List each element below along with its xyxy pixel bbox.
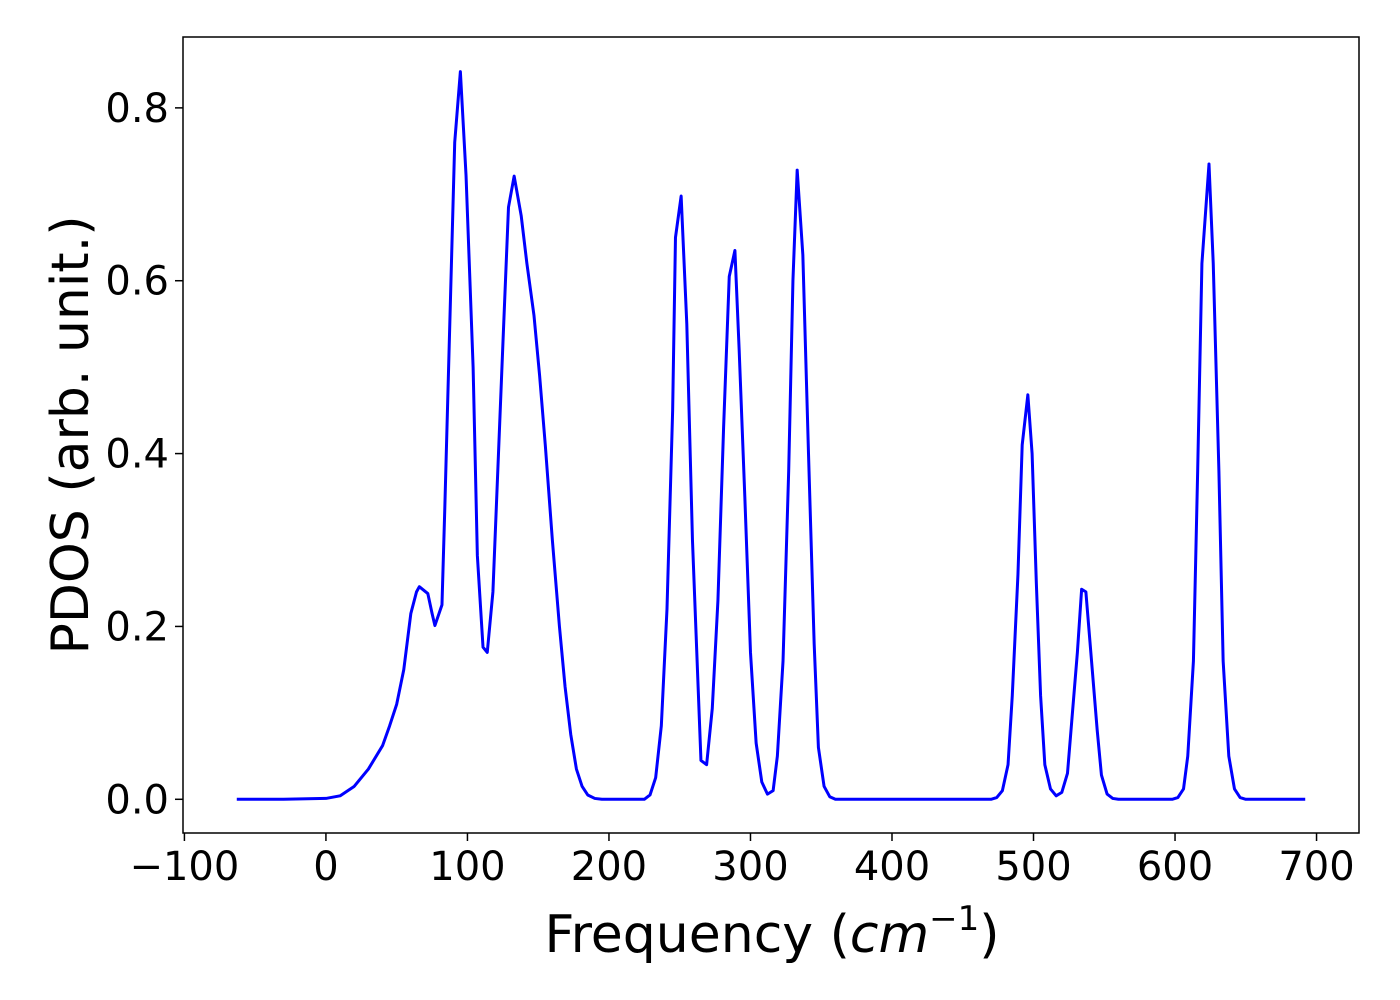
y-tick-label: 0.2 — [105, 604, 169, 650]
x-tick-label: 700 — [1278, 844, 1354, 890]
x-tick-label: 200 — [571, 844, 647, 890]
y-tick-label: 0.4 — [105, 432, 169, 478]
x-tick-label: 0 — [313, 844, 338, 890]
plot-frame — [182, 36, 1360, 834]
x-tick-label: 300 — [712, 844, 788, 890]
x-tick-label: 600 — [1137, 844, 1213, 890]
x-tick-label: 400 — [854, 844, 930, 890]
data-line — [236, 70, 1306, 801]
x-tick-label: −100 — [129, 844, 239, 890]
y-tick-label: 0.6 — [105, 259, 169, 305]
x-tick-label: 100 — [429, 844, 505, 890]
y-axis-label: PDOS (arb. unit.) — [41, 215, 101, 654]
x-axis-label: Frequency (cm−1) — [544, 899, 999, 965]
y-tick-label: 0.0 — [105, 777, 169, 823]
x-tick-label: 500 — [995, 844, 1071, 890]
y-tick-label: 0.8 — [105, 86, 169, 132]
